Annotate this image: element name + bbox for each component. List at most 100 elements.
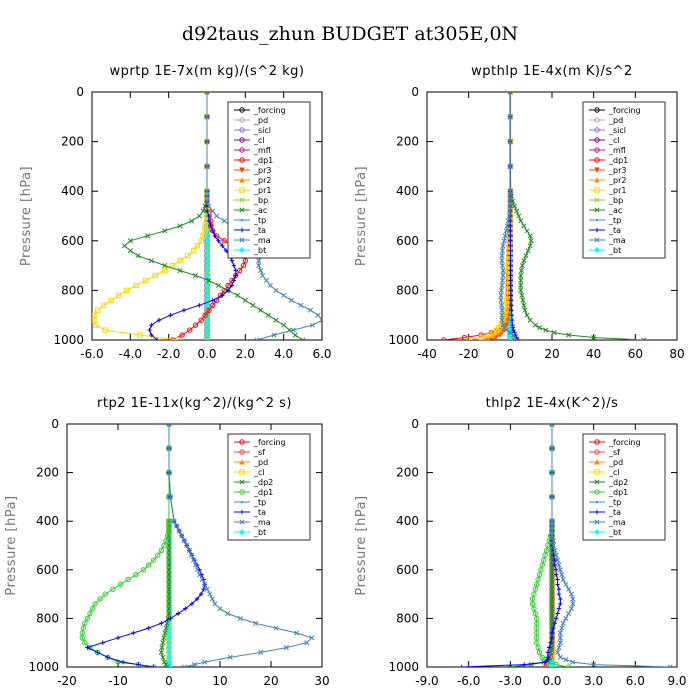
data-point-ac: [127, 238, 133, 244]
data-point-dp1: [565, 664, 572, 667]
data-point-dp1: [531, 591, 537, 597]
data-point-dp1: [542, 552, 548, 558]
x-tick-label: -6.0: [80, 347, 103, 361]
data-point-ma: [256, 263, 262, 269]
data-point-pr1: [194, 243, 201, 249]
x-tick-label: -9.0: [415, 674, 438, 688]
data-point-ac: [281, 322, 287, 328]
legend-label: _bt: [253, 246, 266, 255]
data-point-ac: [242, 297, 248, 303]
legend-label: _pr2: [253, 176, 271, 185]
data-point-ta: [508, 253, 513, 258]
data-point-ma: [550, 542, 556, 549]
data-point-ma: [309, 635, 315, 641]
data-point-ac: [527, 243, 533, 249]
x-tick-label: 10: [212, 674, 227, 688]
x-tick-label: -20: [459, 347, 479, 361]
data-point-ta: [508, 293, 513, 298]
legend-marker: [239, 227, 245, 233]
data-point-dp1: [538, 567, 544, 573]
data-point-dp1: [534, 615, 540, 622]
data-point-ma: [504, 223, 510, 229]
data-point-dp1: [553, 661, 559, 667]
data-point-ma: [204, 586, 210, 592]
data-point-dp2: [166, 552, 172, 558]
y-axis-label: Pressure [hPa]: [354, 166, 369, 266]
data-point-ma: [171, 518, 177, 524]
data-point-ma: [556, 645, 562, 651]
data-point-ta: [194, 596, 200, 602]
legend-marker: [594, 197, 600, 203]
legend-marker: [239, 117, 245, 123]
data-point-ma: [227, 654, 233, 660]
data-point-ma: [315, 312, 321, 318]
data-point-ta: [508, 273, 513, 278]
data-point-ma: [507, 203, 513, 209]
data-point-ac: [273, 317, 279, 323]
data-point-ma: [293, 630, 300, 636]
x-tick-label: 80: [669, 347, 684, 361]
chart-panel: wprtp 1E-7x(m kg)/(s^2 kg) Pressure [hPa]…: [19, 64, 332, 361]
legend-marker: [594, 117, 600, 123]
data-point-dp1: [140, 567, 147, 573]
data-point-ma: [204, 188, 210, 194]
data-point-ma: [667, 664, 673, 667]
data-point-dp2: [166, 567, 172, 573]
data-point-ma: [186, 547, 192, 553]
legend-marker: [594, 509, 600, 515]
data-point-ta: [225, 288, 231, 293]
data-point-ma: [309, 322, 315, 328]
data-point-ta: [556, 606, 562, 611]
data-point-bt: [166, 639, 172, 646]
data-point-bt: [204, 322, 210, 329]
legend-marker: [239, 459, 245, 465]
data-point-dp1: [206, 307, 212, 313]
data-point-ac: [511, 203, 518, 209]
data-point-ta: [212, 233, 217, 239]
data-point-ta: [189, 601, 195, 607]
data-point-dp2: [549, 586, 555, 592]
data-point-ma: [499, 307, 505, 313]
data-point-ma: [549, 523, 555, 529]
legend-marker: [239, 137, 245, 143]
legend-label: _sicl: [253, 126, 271, 135]
legend-label: _tp: [253, 216, 266, 225]
y-tick-label: 1000: [388, 333, 419, 347]
data-point-ac: [300, 337, 306, 340]
data-point-ac: [524, 228, 530, 234]
data-point-pr1: [133, 282, 139, 289]
y-tick-label: 600: [396, 234, 419, 248]
data-point-ta: [542, 659, 548, 665]
data-point-ta: [556, 587, 562, 592]
legend-marker: [594, 137, 600, 143]
data-point-ac: [527, 233, 533, 239]
data-point-pr1: [198, 238, 204, 244]
data-point-ta: [551, 553, 556, 558]
data-point-ac: [641, 337, 647, 340]
legend-marker: [594, 207, 600, 213]
data-point-ac: [127, 248, 133, 254]
data-point-ma: [179, 533, 185, 539]
data-point-ma: [271, 332, 277, 338]
y-tick-label: 400: [396, 184, 419, 198]
legend-label: _ta: [253, 226, 266, 235]
data-point-dp2: [549, 562, 555, 568]
data-point-ac: [543, 327, 549, 333]
data-point-dp1: [133, 571, 139, 578]
data-point-ma: [192, 562, 199, 568]
data-point-ta: [168, 313, 173, 318]
data-point-ma: [550, 538, 556, 544]
data-point-pr1: [202, 228, 208, 234]
data-point-ma: [500, 272, 506, 279]
legend-marker: [239, 439, 245, 445]
data-point-dp1: [145, 562, 152, 568]
data-point-dp2: [166, 586, 172, 592]
data-point-ma: [568, 606, 574, 612]
data-point-bt: [204, 237, 210, 244]
data-point-pr1: [177, 257, 183, 264]
data-point-ma: [498, 292, 504, 298]
data-point-ma: [500, 268, 506, 274]
data-point-ma: [202, 659, 208, 665]
data-point-dp1: [221, 238, 227, 244]
data-point-bt: [204, 317, 210, 324]
